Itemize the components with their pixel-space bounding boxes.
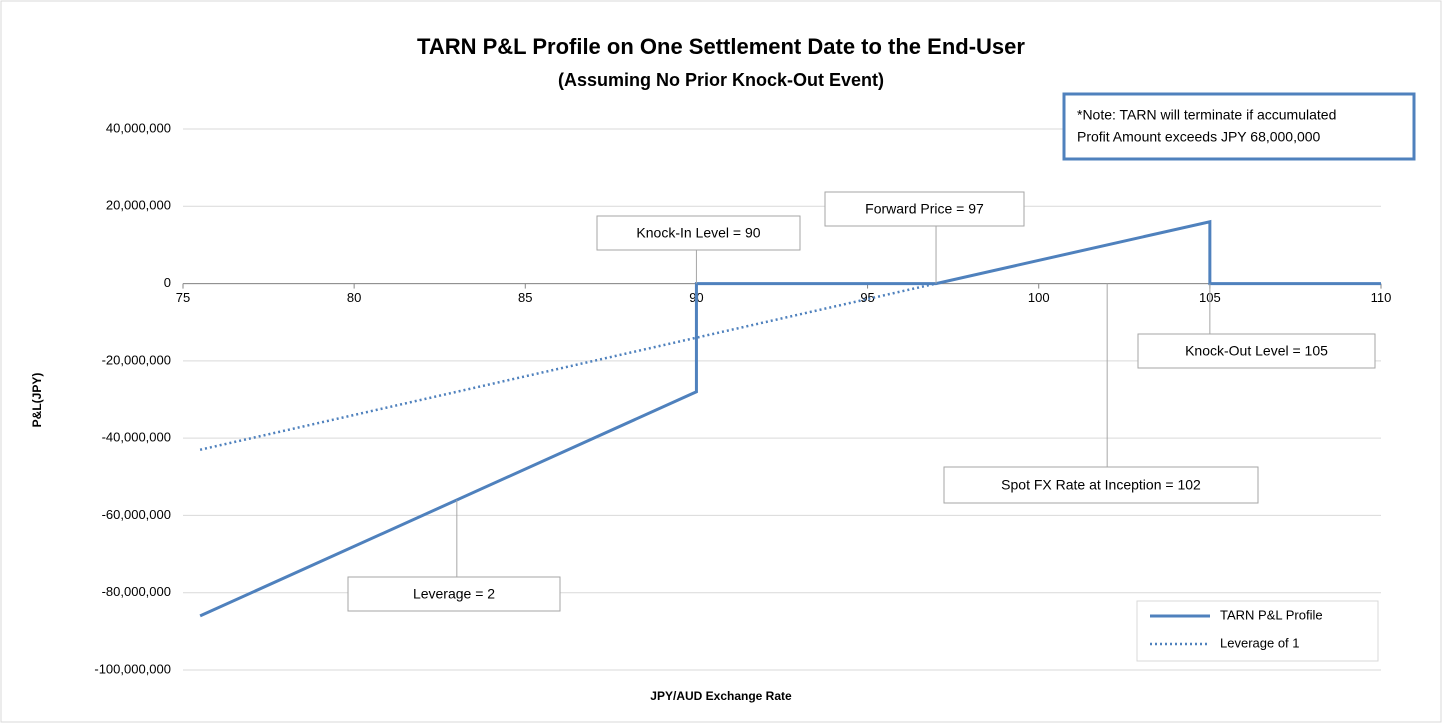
legend-box: [1136, 600, 1379, 662]
y-tick-label: -100,000,000: [94, 661, 171, 676]
note-text: *Note: TARN will terminate if accumulate…: [1077, 107, 1336, 123]
x-tick-label: 80: [347, 290, 361, 305]
note-box: [1062, 92, 1416, 161]
x-tick-label: 100: [1028, 290, 1050, 305]
x-tick-label: 95: [860, 290, 874, 305]
x-tick-label: 110: [1371, 290, 1392, 305]
annotation-text: Spot FX Rate at Inception = 102: [1001, 477, 1201, 493]
y-tick-label: -20,000,000: [102, 352, 171, 367]
x-axis-title: JPY/AUD Exchange Rate: [650, 689, 792, 703]
y-tick-label: -40,000,000: [102, 430, 171, 445]
legend-label: TARN P&L Profile: [1220, 607, 1323, 622]
y-tick-label: 0: [164, 275, 171, 290]
x-tick-label: 75: [176, 290, 190, 305]
annotation-box: [824, 191, 1025, 227]
annotation-box: [596, 215, 801, 251]
y-axis-title: P&L(JPY): [30, 373, 44, 428]
note-text: Profit Amount exceeds JPY 68,000,000: [1077, 129, 1321, 145]
annotation-box: [347, 576, 561, 612]
series-line: [199, 282, 937, 451]
legend-label: Leverage of 1: [1220, 635, 1300, 650]
annotation-text: Knock-Out Level = 105: [1185, 343, 1328, 359]
y-tick-label: 20,000,000: [106, 198, 171, 213]
annotation-text: Forward Price = 97: [865, 201, 984, 217]
chart-subtitle: (Assuming No Prior Knock-Out Event): [558, 70, 884, 90]
chart-title: TARN P&L Profile on One Settlement Date …: [417, 34, 1025, 59]
x-tick-label: 85: [518, 290, 532, 305]
y-tick-label: -80,000,000: [102, 584, 171, 599]
annotation-text: Leverage = 2: [413, 586, 495, 602]
annotation-text: Knock-In Level = 90: [636, 225, 760, 241]
y-tick-label: -60,000,000: [102, 507, 171, 522]
y-tick-label: 40,000,000: [106, 120, 171, 135]
annotation-box: [1137, 333, 1376, 369]
annotation-box: [943, 466, 1259, 504]
